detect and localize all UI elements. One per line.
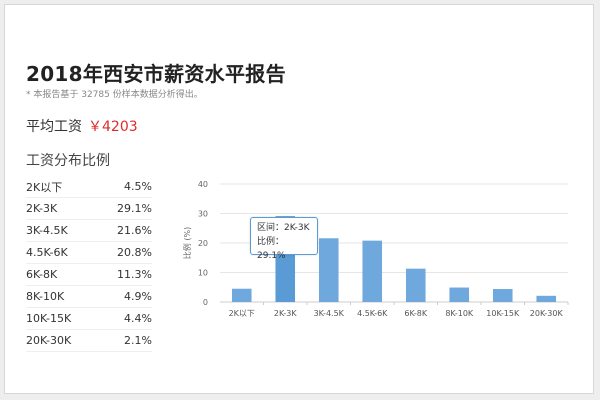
- range-cell: 2K-3K: [26, 202, 58, 215]
- range-cell: 2K以下: [26, 180, 63, 194]
- percent-cell: 21.6%: [117, 224, 152, 237]
- tooltip-range: 区间：2K-3K: [257, 223, 310, 233]
- bar: [405, 268, 426, 302]
- table-row: 4.5K-6K 20.8%: [26, 242, 152, 264]
- bar: [536, 295, 557, 302]
- percent-cell: 29.1%: [117, 202, 152, 215]
- y-tick-label: 0: [203, 298, 208, 307]
- table-row: 2K以下 4.5%: [26, 176, 152, 198]
- chart-svg: 0 10 20 30 40 比例 (%) 2K以下 2K-3K 3K-4.5K 4.5K-6K 6K…: [182, 180, 569, 318]
- table-row: 6K-8K 11.3%: [26, 264, 152, 286]
- table-row: 10K-15K 4.4%: [26, 308, 152, 330]
- bar: [318, 238, 339, 302]
- table-row: 20K-30K 2.1%: [26, 330, 152, 352]
- x-tick-label: 6K-8K: [404, 309, 427, 318]
- table-row: 8K-10K 4.9%: [26, 286, 152, 308]
- x-tick-label: 2K-3K: [274, 309, 297, 318]
- bar: [449, 287, 470, 302]
- bar: [492, 289, 513, 302]
- average-salary-value: ￥4203: [88, 119, 138, 135]
- y-tick-label: 40: [198, 180, 208, 189]
- percent-cell: 4.4%: [124, 312, 152, 325]
- bar: [362, 240, 383, 302]
- percent-cell: 11.3%: [117, 268, 152, 281]
- y-axis-label: 比例 (%): [182, 227, 192, 259]
- percent-cell: 4.5%: [124, 180, 152, 193]
- y-tick-label: 30: [198, 210, 208, 219]
- percent-cell: 20.8%: [117, 246, 152, 259]
- chart-tooltip: 区间：2K-3K 比例：29.1%: [250, 217, 318, 261]
- x-tick-label: 8K-10K: [445, 309, 474, 318]
- y-tick-label: 10: [198, 269, 208, 278]
- distribution-title: 工资分布比例: [26, 153, 110, 169]
- percent-cell: 2.1%: [124, 334, 152, 347]
- y-tick-label: 20: [198, 239, 208, 248]
- percent-cell: 4.9%: [124, 290, 152, 303]
- average-salary-label: 平均工资: [26, 119, 82, 135]
- range-cell: 6K-8K: [26, 268, 58, 281]
- range-cell: 8K-10K: [26, 290, 65, 303]
- x-tick-label: 3K-4.5K: [314, 309, 345, 318]
- x-tick-label: 4.5K-6K: [357, 309, 388, 318]
- sample-note: * 本报告基于 32785 份样本数据分析得出。: [26, 90, 203, 100]
- range-cell: 3K-4.5K: [26, 224, 68, 237]
- tooltip-percent: 比例：29.1%: [257, 237, 286, 261]
- x-tick-label: 2K以下: [229, 309, 255, 318]
- range-cell: 20K-30K: [26, 334, 72, 347]
- salary-bar-chart: 0 10 20 30 40 比例 (%) 2K以下 2K-3K 3K-4.5K 4.5K-6K 6K…: [176, 172, 576, 332]
- table-row: 3K-4.5K 21.6%: [26, 220, 152, 242]
- range-cell: 4.5K-6K: [26, 246, 68, 259]
- range-cell: 10K-15K: [26, 312, 72, 325]
- distribution-table: 2K以下 4.5% 2K-3K 29.1% 3K-4.5K 21.6% 4.5K-6K…: [26, 176, 152, 352]
- x-tick-label: 10K-15K: [486, 309, 520, 318]
- page-title: 2018年西安市薪资水平报告: [26, 62, 286, 86]
- x-tick-label: 20K-30K: [530, 309, 564, 318]
- average-salary: 平均工资 ￥4203: [26, 116, 138, 136]
- bar: [231, 288, 252, 302]
- table-row: 2K-3K 29.1%: [26, 198, 152, 220]
